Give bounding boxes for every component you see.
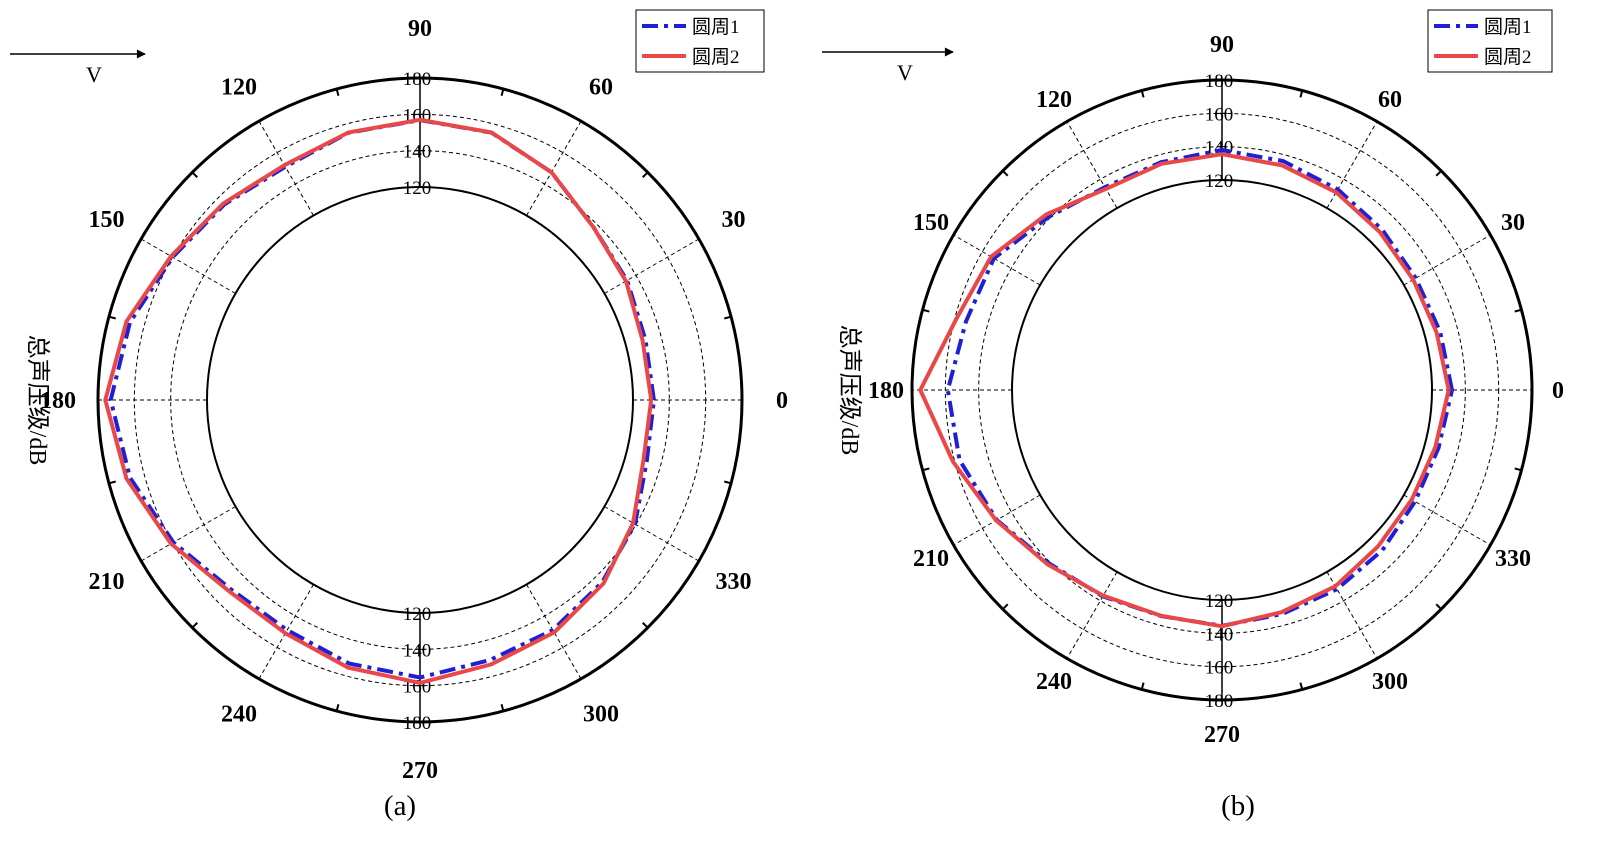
angular-minor-tick xyxy=(642,171,649,178)
radial-gridline xyxy=(133,113,707,687)
angular-gridline xyxy=(1066,121,1118,209)
radial-tick-label: 180 xyxy=(1205,71,1234,92)
angular-minor-tick xyxy=(1140,90,1145,98)
panel-label: (b) xyxy=(1221,790,1255,822)
angle-label-240: 240 xyxy=(221,702,257,728)
legend-label-1: 圆周1 xyxy=(1484,17,1532,38)
angular-minor-tick xyxy=(922,467,930,472)
radial-tick-label: 140 xyxy=(403,142,432,163)
angular-minor-tick xyxy=(1514,467,1522,472)
angular-minor-tick xyxy=(1299,682,1304,690)
angular-gridline xyxy=(1403,494,1491,546)
series-line-2 xyxy=(103,117,654,685)
angular-minor-tick xyxy=(191,622,198,629)
flow-direction-label: V xyxy=(86,62,102,87)
angle-label-210: 210 xyxy=(88,569,124,595)
angle-label-120: 120 xyxy=(1036,87,1072,113)
radial-tick-label: 120 xyxy=(1205,171,1234,192)
angular-minor-tick xyxy=(500,704,505,712)
angular-minor-tick xyxy=(335,704,340,712)
angular-gridline xyxy=(140,238,236,294)
inner-axis-circle xyxy=(206,186,634,614)
angle-label-150: 150 xyxy=(913,210,949,236)
angular-minor-tick xyxy=(108,480,116,485)
angular-minor-tick xyxy=(1002,170,1009,177)
angular-minor-tick xyxy=(1140,682,1145,690)
angular-minor-tick xyxy=(1435,603,1442,610)
angle-label-0: 0 xyxy=(776,388,788,414)
angle-label-150: 150 xyxy=(88,207,124,233)
angular-gridline xyxy=(1403,234,1491,286)
radial-tick-label: 180 xyxy=(403,713,432,734)
angle-label-0: 0 xyxy=(1552,378,1564,404)
radial-gridline xyxy=(170,150,670,650)
angular-minor-tick xyxy=(1299,90,1304,98)
angle-label-240: 240 xyxy=(1036,669,1072,695)
radial-axis-title: 总声压级/dB xyxy=(836,325,863,456)
series-line-1 xyxy=(108,118,656,680)
radial-gridline xyxy=(978,146,1466,634)
angle-label-90: 90 xyxy=(408,16,432,42)
angle-label-300: 300 xyxy=(583,702,619,728)
angular-minor-tick xyxy=(922,308,930,313)
angular-minor-tick xyxy=(1435,170,1442,177)
radial-tick-label: 140 xyxy=(1205,624,1234,645)
angle-label-60: 60 xyxy=(589,74,613,100)
legend-label-2: 圆周2 xyxy=(1484,47,1532,68)
angular-minor-tick xyxy=(335,88,340,96)
radial-tick-label: 140 xyxy=(403,640,432,661)
angular-minor-tick xyxy=(191,171,198,178)
legend-box xyxy=(635,9,765,73)
radial-tick-label: 120 xyxy=(403,604,432,625)
radial-gridline xyxy=(944,112,1500,668)
radial-tick-label: 160 xyxy=(1205,104,1234,125)
angular-gridline xyxy=(1066,571,1118,659)
panel-label: (a) xyxy=(384,790,416,822)
angular-minor-tick xyxy=(108,315,116,320)
angle-label-300: 300 xyxy=(1372,669,1408,695)
angle-label-30: 30 xyxy=(1501,210,1525,236)
legend-label-2: 圆周2 xyxy=(692,47,740,68)
radial-axis-title: 总声压级/dB xyxy=(24,335,51,466)
angle-label-270: 270 xyxy=(1204,722,1240,748)
angle-label-270: 270 xyxy=(402,758,438,784)
radial-tick-label: 160 xyxy=(1205,658,1234,679)
angular-minor-tick xyxy=(1514,308,1522,313)
radial-tick-label: 180 xyxy=(1205,691,1234,712)
angle-label-120: 120 xyxy=(221,74,257,100)
angle-label-180: 180 xyxy=(868,378,904,404)
angular-minor-tick xyxy=(1002,603,1009,610)
radial-tick-label: 180 xyxy=(403,69,432,90)
radial-tick-label: 120 xyxy=(403,178,432,199)
flow-direction-label: V xyxy=(897,60,913,85)
angular-gridline xyxy=(1326,121,1378,209)
legend-box xyxy=(1427,9,1553,73)
series-line-1 xyxy=(945,148,1454,628)
angular-gridline xyxy=(258,120,314,216)
angular-minor-tick xyxy=(500,88,505,96)
angle-label-30: 30 xyxy=(722,207,746,233)
angular-minor-tick xyxy=(724,315,732,320)
angular-minor-tick xyxy=(642,622,649,629)
angular-gridline xyxy=(953,234,1041,286)
angle-label-330: 330 xyxy=(1495,546,1531,572)
angle-label-210: 210 xyxy=(913,546,949,572)
angular-minor-tick xyxy=(724,480,732,485)
angle-label-60: 60 xyxy=(1378,87,1402,113)
angle-label-90: 90 xyxy=(1210,32,1234,58)
radial-tick-label: 120 xyxy=(1205,591,1234,612)
polar-chart-a: 1201201401401601601801800306090120150180… xyxy=(10,9,788,822)
angle-label-180: 180 xyxy=(40,388,76,414)
inner-axis-circle xyxy=(1011,179,1433,601)
angle-label-330: 330 xyxy=(716,569,752,595)
legend-label-1: 圆周1 xyxy=(692,17,740,38)
polar-chart-b: 1201201401401601601801800306090120150180… xyxy=(822,9,1564,822)
